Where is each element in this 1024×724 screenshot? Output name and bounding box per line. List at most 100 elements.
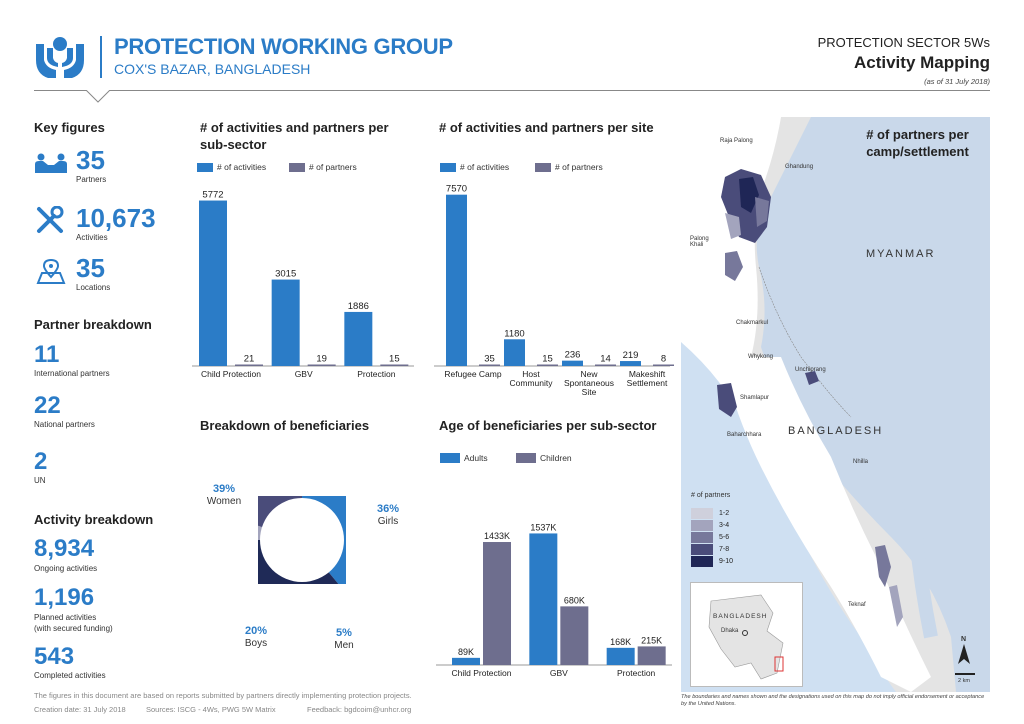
value-label-chart-subsector-0-1: 3015 bbox=[275, 269, 296, 280]
value-label-chart-site-0-1: 1180 bbox=[504, 328, 524, 339]
org-title: PROTECTION WORKING GROUP bbox=[114, 34, 453, 59]
bar-chart-site-1-3 bbox=[653, 364, 674, 366]
value-label-chart-age-1-1: 680K bbox=[564, 595, 585, 605]
bar-chart-site-1-1 bbox=[537, 364, 558, 366]
kf-activities-label: Activities bbox=[76, 233, 108, 242]
category-label-chart-site-2: Spontaneous bbox=[564, 378, 614, 388]
category-label-chart-site-1: Host bbox=[522, 369, 540, 379]
category-label-chart-site-0: Refugee Camp bbox=[444, 369, 501, 379]
partner-breakdown-title: Partner breakdown bbox=[34, 317, 152, 332]
scale-bar bbox=[955, 673, 975, 675]
doc-title: Activity Mapping bbox=[853, 53, 990, 72]
value-label-chart-subsector-1-2: 15 bbox=[389, 354, 400, 365]
legend-label-adults: Adults bbox=[464, 453, 488, 463]
map-place-raja-palong: Raja Palong bbox=[720, 138, 753, 144]
pie-label-women: Women bbox=[207, 496, 241, 507]
pie-pct-girls: 36% bbox=[377, 503, 399, 515]
map-legend-label: 7-8 bbox=[719, 545, 730, 553]
legend-label-children: Children bbox=[540, 453, 572, 463]
chart-age-legend-adults: Adults bbox=[440, 453, 488, 463]
map-legend-title: # of partners bbox=[691, 492, 731, 499]
bar-chart-subsector-1-1 bbox=[307, 364, 336, 366]
chart-site-title: # of activities and partners per site bbox=[439, 120, 654, 135]
bar-chart-subsector-0-1 bbox=[271, 279, 300, 366]
map-place-unchiprang: Unchiprang bbox=[795, 367, 826, 373]
bar-chart-subsector-0-0 bbox=[199, 200, 227, 366]
kf-activities-value: 10,673 bbox=[76, 203, 156, 233]
chart-age-title: Age of beneficiaries per sub-sector bbox=[439, 418, 657, 433]
map-legend-swatch bbox=[691, 507, 713, 519]
ab-completed-label: Completed activities bbox=[34, 671, 106, 680]
map-legend-row: 9-10 bbox=[691, 555, 733, 567]
tools-icon bbox=[37, 206, 64, 233]
legend-swatch-partners bbox=[535, 162, 551, 172]
value-label-chart-site-0-2: 236 bbox=[565, 350, 581, 361]
legend-label-activities: # of activities bbox=[460, 162, 510, 172]
map-inset-city: Dhaka bbox=[721, 628, 739, 634]
header-notch bbox=[86, 90, 110, 103]
legend-swatch-children bbox=[516, 453, 536, 463]
bar-chart-age-1-0 bbox=[483, 542, 511, 665]
ab-planned-label: Planned activities (with secured funding… bbox=[34, 613, 113, 635]
category-label-chart-site-1: Community bbox=[510, 378, 554, 388]
footer-sources: Sources: ISCG - 4Ws, PWG 5W Matrix bbox=[146, 705, 276, 714]
bar-chart-site-0-2 bbox=[562, 360, 583, 366]
value-label-chart-site-1-2: 14 bbox=[600, 354, 611, 365]
map-land-teknaf bbox=[721, 357, 931, 692]
map-legend: 1-2 3-4 5-6 7-8 9-10 bbox=[691, 507, 733, 567]
category-label-chart-subsector-2: Protection bbox=[357, 369, 396, 379]
category-label-chart-site-2: Site bbox=[582, 387, 597, 397]
category-label-chart-site-3: Makeshift bbox=[629, 369, 666, 379]
pb-un-label: UN bbox=[34, 476, 46, 485]
north-arrow-icon bbox=[958, 644, 970, 664]
map-place-nhilla: Nhilla bbox=[853, 459, 869, 465]
category-label-chart-age-2: Protection bbox=[617, 668, 656, 678]
bar-chart-site-1-2 bbox=[595, 364, 616, 366]
key-figures-title: Key figures bbox=[34, 120, 105, 135]
footer-created: Creation date: 31 July 2018 bbox=[34, 705, 126, 714]
map-place-chakmarkul: Chakmarkul bbox=[736, 320, 769, 326]
map-place-baharchhara: Baharchhara bbox=[727, 432, 762, 438]
chart-site-legend-activities: # of activities bbox=[440, 162, 509, 172]
map-legend-row: 7-8 bbox=[691, 543, 733, 555]
pie-pct-boys: 20% bbox=[245, 625, 267, 637]
bar-chart-age-1-1 bbox=[560, 606, 589, 665]
pie-label-girls: Girls bbox=[378, 516, 399, 527]
value-label-chart-site-0-3: 219 bbox=[623, 350, 639, 361]
header-rule bbox=[34, 90, 990, 91]
value-label-chart-age-0-0: 89K bbox=[458, 647, 474, 657]
map-camps bbox=[717, 169, 903, 627]
footer-note: The figures in this document are based o… bbox=[34, 691, 412, 700]
chart-age-legend-children: Children bbox=[516, 453, 572, 463]
activity-breakdown-title: Activity breakdown bbox=[34, 512, 154, 527]
map-legend-label: 5-6 bbox=[719, 533, 730, 541]
legend-label-partners: # of partners bbox=[309, 162, 357, 172]
scale-label: 2 km bbox=[958, 678, 970, 684]
pb-national-label: National partners bbox=[34, 420, 95, 429]
map-legend-swatch bbox=[691, 531, 713, 543]
value-label-chart-site-1-1: 15 bbox=[542, 354, 553, 365]
bar-chart-site-0-0 bbox=[446, 194, 467, 366]
category-label-chart-subsector-0: Child Protection bbox=[201, 369, 261, 379]
kf-locations-value: 35 bbox=[76, 253, 105, 283]
bar-chart-subsector-1-2 bbox=[380, 364, 409, 366]
chart-subsector-legend-partners: # of partners bbox=[289, 162, 357, 172]
bar-chart-age-0-2 bbox=[606, 647, 635, 665]
ab-planned-value: 1,196 bbox=[34, 584, 95, 611]
map-legend-label: 9-10 bbox=[719, 557, 734, 565]
value-label-chart-age-1-0: 1433K bbox=[484, 531, 510, 541]
org-subtitle: COX'S BAZAR, BANGLADESH bbox=[114, 61, 311, 77]
legend-swatch-partners bbox=[289, 162, 305, 172]
bar-chart-site-0-1 bbox=[504, 339, 525, 366]
value-label-chart-site-1-0: 35 bbox=[484, 354, 495, 365]
map-legend-swatch bbox=[691, 519, 713, 531]
legend-swatch-activities bbox=[197, 162, 213, 172]
legend-swatch-adults bbox=[440, 453, 460, 463]
bar-chart-age-0-1 bbox=[529, 533, 558, 665]
pie-label-men: Men bbox=[334, 640, 353, 651]
ab-completed-value: 543 bbox=[34, 643, 75, 670]
map-legend-row: 3-4 bbox=[691, 519, 733, 531]
pb-national-value: 22 bbox=[34, 392, 61, 419]
map-place-whykong: Whykong bbox=[748, 354, 774, 360]
